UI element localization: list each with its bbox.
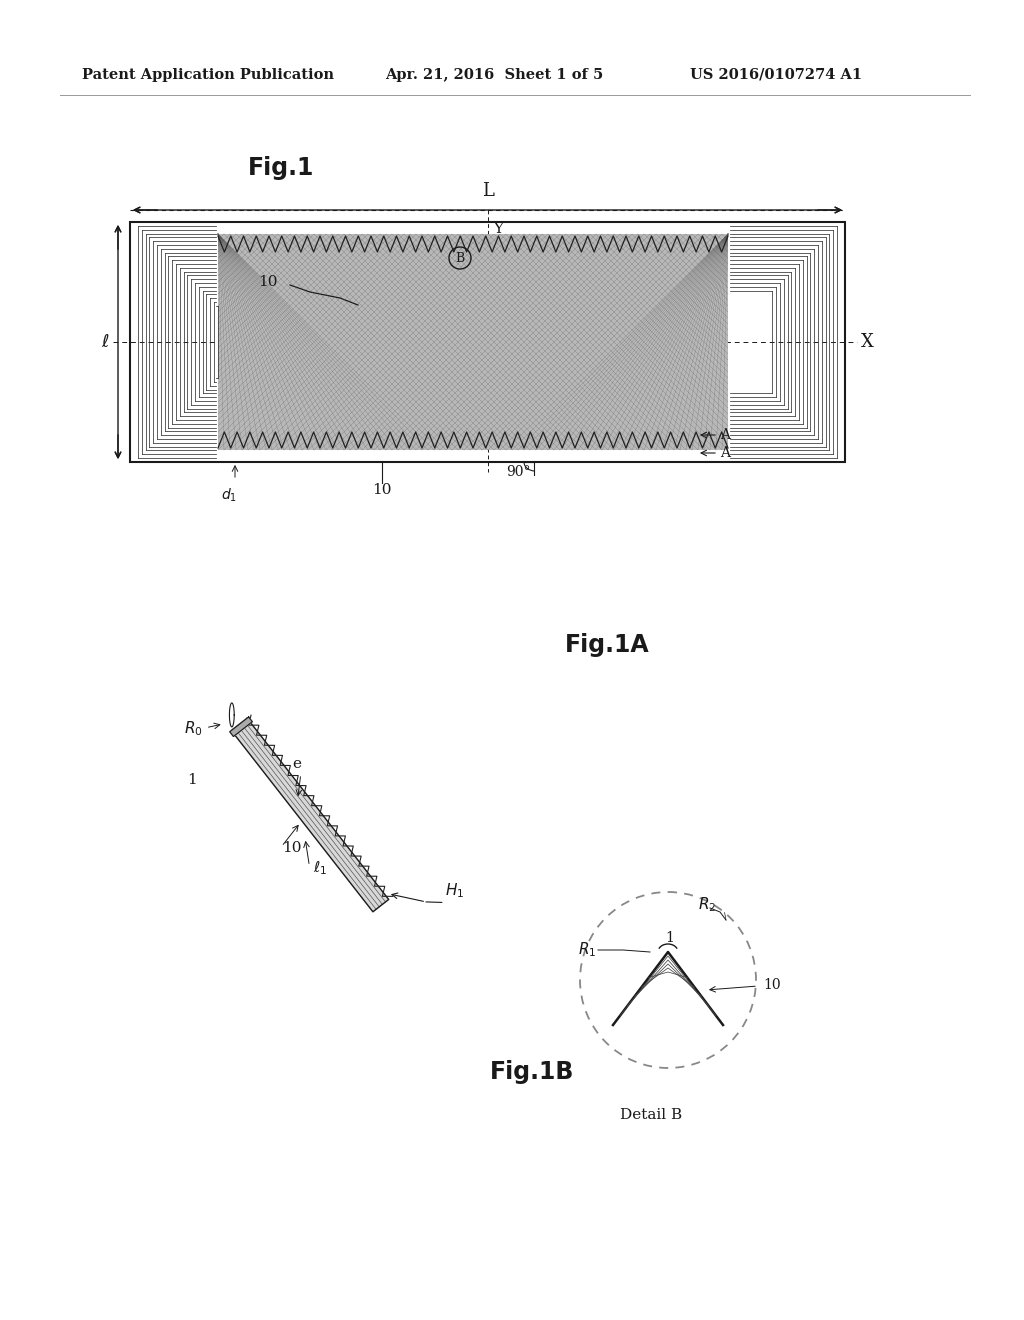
Text: $d_1$: $d_1$ — [221, 487, 237, 504]
Text: Y: Y — [494, 222, 504, 236]
Text: $R_1$: $R_1$ — [578, 941, 596, 960]
Text: L: L — [481, 182, 494, 201]
Text: $\ell_1$: $\ell_1$ — [313, 859, 328, 876]
Text: Patent Application Publication: Patent Application Publication — [82, 69, 334, 82]
Text: $R_2$: $R_2$ — [698, 896, 716, 915]
Text: $H_1$: $H_1$ — [444, 882, 464, 900]
Text: 10: 10 — [373, 483, 392, 498]
Text: Fig.1: Fig.1 — [248, 156, 314, 180]
Bar — [218, 234, 728, 450]
Text: 1: 1 — [666, 931, 675, 945]
Text: Fig.1A: Fig.1A — [565, 634, 649, 657]
Text: A: A — [720, 446, 730, 459]
Text: $R_0$: $R_0$ — [184, 719, 203, 738]
Text: e: e — [292, 756, 301, 771]
Text: 1: 1 — [187, 774, 197, 787]
Text: X: X — [861, 333, 873, 351]
Polygon shape — [229, 717, 252, 737]
Text: A: A — [720, 428, 730, 442]
Polygon shape — [231, 718, 389, 912]
Text: 10: 10 — [763, 978, 780, 993]
Bar — [730, 393, 837, 458]
Text: $\ell$: $\ell$ — [100, 333, 110, 351]
Text: 10: 10 — [283, 841, 302, 854]
Text: B: B — [456, 252, 465, 265]
Text: Apr. 21, 2016  Sheet 1 of 5: Apr. 21, 2016 Sheet 1 of 5 — [385, 69, 603, 82]
Text: 90°: 90° — [506, 465, 530, 479]
Text: US 2016/0107274 A1: US 2016/0107274 A1 — [690, 69, 862, 82]
Text: Detail B: Detail B — [620, 1107, 682, 1122]
Text: Fig.1B: Fig.1B — [490, 1060, 574, 1084]
Text: 10: 10 — [258, 275, 278, 289]
Bar — [730, 226, 837, 290]
Bar — [130, 222, 845, 462]
